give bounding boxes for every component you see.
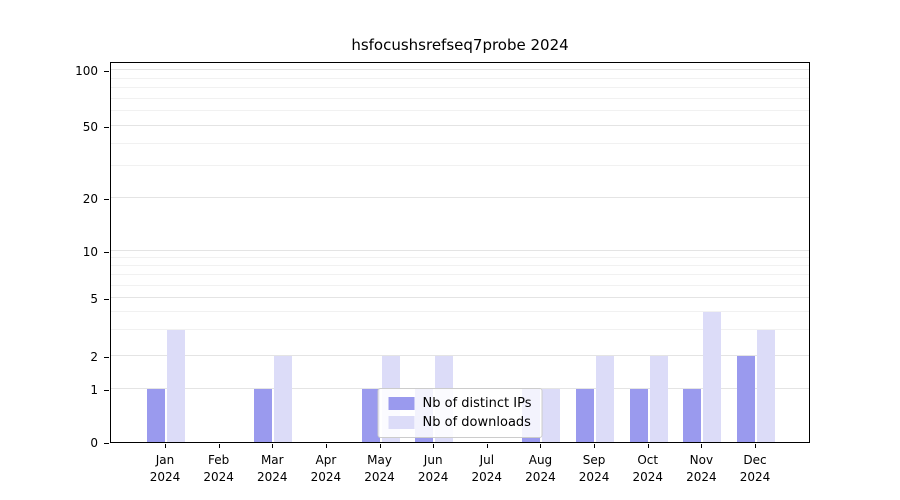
x-tick-label: Jun 2024	[417, 453, 449, 484]
bar-distinct-ips	[737, 355, 755, 442]
y-tick-mark	[104, 356, 109, 358]
legend-swatch	[388, 416, 415, 429]
y-tick-label: 100	[75, 64, 98, 79]
bar-downloads	[596, 355, 615, 442]
y-tick-label: 1	[90, 383, 98, 398]
y-tick-label: 5	[90, 291, 98, 306]
major-gridline	[111, 250, 809, 252]
minor-gridline	[111, 165, 809, 167]
minor-gridline	[111, 265, 809, 267]
bar-distinct-ips	[147, 389, 165, 442]
x-tick-label: Mar 2024	[256, 453, 288, 484]
x-tick-mark	[701, 444, 703, 448]
x-tick-label: Nov 2024	[686, 453, 717, 484]
x-tick-mark	[755, 444, 756, 448]
y-tick-label: 2	[90, 349, 98, 364]
bar-downloads	[274, 355, 293, 442]
chart-title: hsfocushsrefseq7probe 2024	[351, 36, 569, 54]
y-tick-mark	[104, 390, 109, 392]
x-tick-mark	[379, 444, 381, 448]
minor-gridline	[111, 257, 809, 259]
y-tick-mark	[104, 298, 109, 300]
bar-distinct-ips	[576, 389, 595, 442]
y-tick-mark	[104, 71, 109, 73]
x-tick-label: May 2024	[364, 453, 395, 484]
major-gridline	[111, 69, 809, 71]
x-tick-label: Apr 2024	[310, 453, 342, 484]
x-tick-label: Aug 2024	[525, 453, 556, 484]
x-tick-mark	[325, 444, 327, 448]
bar-downloads	[757, 330, 775, 442]
minor-gridline	[111, 284, 809, 286]
bar-downloads	[167, 330, 185, 442]
y-tick-label: 50	[82, 120, 98, 135]
x-tick-mark	[433, 444, 435, 448]
x-tick-label: Jan 2024	[149, 453, 181, 484]
x-tick-mark	[165, 444, 166, 448]
minor-gridline	[111, 274, 809, 276]
minor-gridline	[111, 77, 809, 79]
x-tick-mark	[218, 444, 220, 448]
x-tick-label: Sep 2024	[578, 453, 610, 484]
bar-distinct-ips	[683, 389, 702, 442]
y-tick-label: 0	[90, 436, 98, 450]
legend-swatch	[388, 397, 415, 410]
x-tick-label: Jul 2024	[471, 453, 503, 484]
y-tick-mark	[104, 199, 109, 201]
bar-distinct-ips	[629, 389, 648, 442]
bar-distinct-ips	[361, 389, 380, 442]
y-tick-label: 20	[82, 192, 98, 207]
y-tick-label: 10	[82, 245, 98, 260]
legend-label: Nb of downloads	[422, 415, 531, 430]
major-gridline	[111, 125, 809, 127]
x-tick-mark	[594, 444, 596, 448]
bar-downloads	[542, 389, 561, 442]
y-tick-mark	[104, 127, 109, 129]
legend-label: Nb of distinct IPs	[422, 396, 532, 411]
major-gridline	[111, 296, 809, 298]
minor-gridline	[111, 329, 809, 331]
x-tick-label: Feb 2024	[203, 453, 234, 484]
legend-row: Nb of downloads	[388, 413, 532, 432]
plot-area: Nb of distinct IPs Nb of downloads	[110, 62, 810, 443]
x-tick-label: Oct 2024	[632, 453, 663, 484]
major-gridline	[111, 354, 809, 356]
x-tick-mark	[647, 444, 649, 448]
legend-row: Nb of distinct IPs	[388, 394, 532, 413]
minor-gridline	[111, 87, 809, 89]
legend: Nb of distinct IPs Nb of downloads	[377, 388, 543, 438]
minor-gridline	[111, 110, 809, 112]
major-gridline	[111, 197, 809, 199]
bar-distinct-ips	[254, 389, 273, 442]
bar-downloads	[649, 355, 668, 442]
bar-downloads	[703, 312, 722, 442]
minor-gridline	[111, 142, 809, 144]
x-tick-mark	[540, 444, 542, 448]
x-tick-mark	[486, 444, 488, 448]
y-tick-mark	[104, 252, 109, 254]
x-tick-mark	[272, 444, 274, 448]
minor-gridline	[111, 97, 809, 99]
x-tick-label: Dec 2024	[739, 453, 771, 484]
y-tick-mark	[104, 443, 109, 444]
minor-gridline	[111, 311, 809, 313]
